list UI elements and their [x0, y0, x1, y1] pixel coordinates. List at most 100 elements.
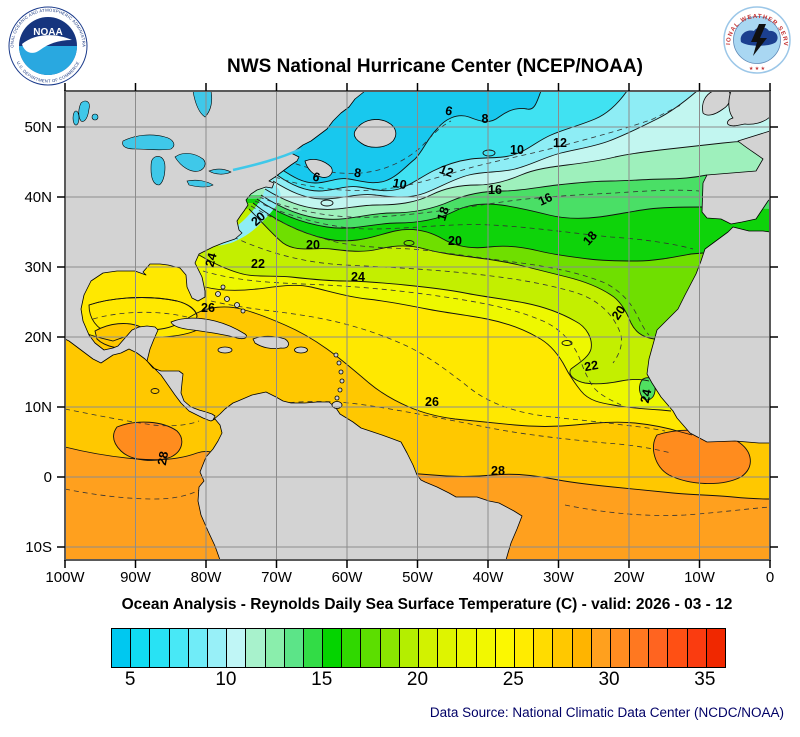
colorbar-cell [342, 629, 362, 667]
lake-ontario [208, 168, 232, 175]
lake-huron [174, 153, 206, 172]
colorbar-cell [380, 629, 400, 667]
colorbar-cell [246, 629, 266, 667]
colorbar-tick-10: 10 [215, 669, 237, 690]
contour-label-16: 16 [536, 190, 555, 209]
lon-label-30W: 30W [543, 569, 575, 586]
lon-label-100W: 100W [45, 569, 85, 586]
longitude-axis-labels: 100W 90W 80W 70W 60W 50W 40W 30W 20W 10W 0 [45, 569, 774, 586]
newfoundland-island [353, 119, 397, 148]
contour-label-20: 20 [609, 303, 628, 322]
nws-lightning-icon [751, 24, 767, 56]
lon-label-20W: 20W [614, 569, 646, 586]
contour-label-28: 28 [491, 464, 505, 478]
colorbar-cell [553, 629, 573, 667]
lat-label-0: 0 [44, 469, 52, 486]
contour-label-20: 20 [306, 238, 320, 252]
temperature-colorbar [111, 628, 726, 668]
lon-label-70W: 70W [261, 569, 293, 586]
colorbar-tick-25: 25 [502, 669, 524, 690]
jamaica-island [217, 346, 233, 354]
contour-label-28: 28 [155, 450, 171, 466]
contour-label-22: 22 [251, 257, 265, 271]
contour-label-24: 24 [638, 388, 655, 405]
contour-label-12: 12 [553, 136, 567, 150]
st-lawrence-river [232, 147, 302, 172]
colorbar-cell [514, 629, 535, 667]
lake-winnipeg [78, 100, 90, 122]
colorbar-tick-15: 15 [311, 669, 333, 690]
lon-label-60W: 60W [332, 569, 364, 586]
colorbar-cell [630, 629, 650, 667]
africa-continent [646, 226, 771, 444]
noaa-seal-sea [19, 46, 77, 75]
colorbar-cell [284, 629, 304, 667]
noaa-gull-icon [22, 35, 72, 53]
great-britain-island [726, 90, 771, 127]
colorbar-cell [399, 629, 419, 667]
hispaniola-island [252, 335, 289, 350]
shelf-cold-strip [214, 183, 281, 246]
colorbar-tick-35: 35 [694, 669, 716, 690]
nova-scotia [304, 159, 333, 178]
colorbar-cell [438, 629, 458, 667]
colorbar-cell [495, 629, 515, 667]
page-title: NWS National Hurricane Center (NCEP/NOAA… [227, 56, 643, 77]
europe-continent [701, 130, 771, 225]
contour-label-18: 18 [434, 205, 452, 223]
contour-label-10: 10 [392, 176, 408, 192]
map-frame [57, 83, 778, 568]
colorbar-cell [649, 629, 669, 667]
contour-label-26: 26 [201, 301, 215, 315]
map-caption: Ocean Analysis - Reynolds Daily Sea Surf… [121, 596, 733, 613]
contour-label-6: 6 [311, 169, 322, 184]
colorbar-cell [668, 629, 688, 667]
lat-label-40N: 40N [24, 189, 52, 206]
contour-label-8: 8 [353, 166, 362, 181]
colorbar-cell [150, 629, 170, 667]
colorbar-cell [169, 629, 189, 667]
pacific-warm-pool [113, 421, 183, 461]
lon-label-10W: 10W [684, 569, 716, 586]
lat-label-10S: 10S [25, 539, 52, 556]
contour-label-10: 10 [510, 143, 524, 157]
cuba-island [170, 317, 247, 340]
colorbar-cell [188, 629, 208, 667]
colorbar-cell [591, 629, 611, 667]
colorbar-cell [457, 629, 477, 667]
contour-label-6: 6 [444, 104, 454, 119]
landmasses [64, 90, 771, 561]
contour-label-8: 8 [482, 112, 489, 126]
noaa-center-text: NOAA [33, 27, 62, 38]
colorbar-tick-20: 20 [406, 669, 429, 690]
colorbar-cell [227, 629, 247, 667]
axis-ticks [57, 83, 778, 568]
contour-label-24: 24 [203, 251, 220, 268]
lat-label-50N: 50N [24, 119, 52, 136]
contour-label-22: 22 [583, 358, 599, 374]
contour-label-16: 16 [488, 183, 502, 197]
colorbar-tick-labels: 5 10 15 20 25 30 35 [111, 669, 724, 695]
colorbar-tick-5: 5 [124, 669, 136, 690]
colorbar-cell [687, 629, 707, 667]
data-source-credit: Data Source: National Climatic Data Cent… [429, 705, 784, 720]
intermediate-contours [64, 104, 771, 516]
nws-stars: ★ ★ ★ [749, 66, 766, 72]
colorbar-cell [572, 629, 592, 667]
lon-label-0: 0 [766, 569, 774, 586]
contour-label-20: 20 [448, 234, 462, 248]
noaa-logo: NOAA NATIONAL OCEANIC AND ATMOSPHERIC AD… [8, 6, 88, 86]
colorbar-cell [476, 629, 496, 667]
colorbar-cell [131, 629, 151, 667]
colorbar-cell [706, 629, 725, 667]
lon-label-80W: 80W [191, 569, 223, 586]
lat-label-10N: 10N [24, 399, 52, 416]
colorbar-cell [303, 629, 324, 667]
colorbar-cell [112, 629, 132, 667]
colorbar-cell [323, 629, 343, 667]
james-bay [192, 90, 213, 118]
puerto-rico-island [294, 346, 308, 354]
